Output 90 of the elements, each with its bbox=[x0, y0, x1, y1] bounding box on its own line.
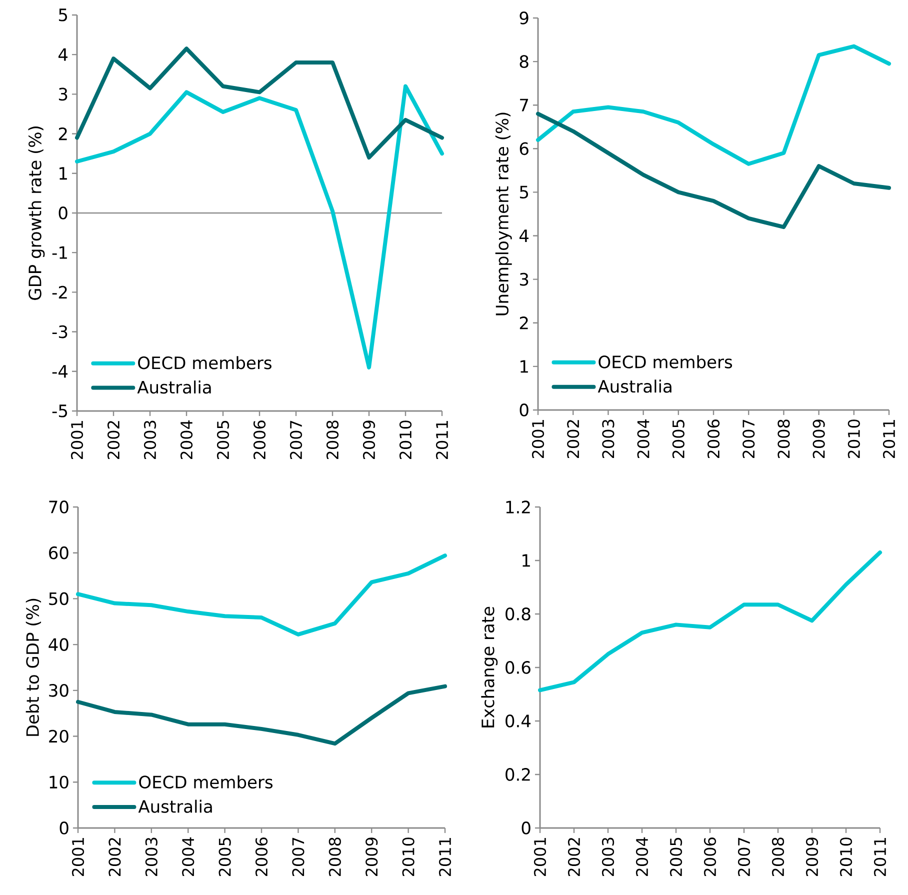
x-tick-label: 2008 bbox=[326, 420, 339, 460]
y-tick-label: 5 bbox=[58, 8, 67, 22]
x-tick-label: 2011 bbox=[438, 838, 452, 876]
x-tick-label: 2003 bbox=[602, 838, 614, 876]
y-axis-title: Unemployment rate (%) bbox=[495, 112, 512, 316]
x-tick-label: 2009 bbox=[366, 838, 378, 876]
y-tick-label: 70 bbox=[49, 500, 68, 514]
x-tick-label: 2006 bbox=[707, 420, 720, 458]
x-tick-label: 2001 bbox=[70, 420, 84, 460]
x-tick-label: 2011 bbox=[874, 838, 886, 876]
y-tick-label: 1.2 bbox=[506, 500, 530, 514]
y-tick-label: 0 bbox=[520, 404, 528, 416]
x-tick-label: 2007 bbox=[742, 420, 755, 458]
y-tick-label: 9 bbox=[520, 12, 528, 24]
legend-label: Australia bbox=[598, 380, 672, 393]
x-tick-label: 2009 bbox=[362, 420, 376, 460]
y-axis-title: Debt to GDP (%) bbox=[26, 598, 42, 736]
x-tick-label: 2001 bbox=[534, 838, 546, 876]
x-tick-label: 2007 bbox=[738, 838, 750, 876]
y-tick-label: 2 bbox=[58, 127, 67, 140]
x-tick-label: 2011 bbox=[882, 420, 896, 458]
x-tick-label: 2008 bbox=[772, 838, 784, 876]
y-tick-label: 20 bbox=[49, 730, 68, 743]
y-tick-label: 0.2 bbox=[506, 768, 530, 781]
legend-label: Australia bbox=[138, 800, 212, 813]
y-tick-label: 8 bbox=[520, 55, 528, 68]
x-tick-label: 2007 bbox=[290, 420, 302, 460]
y-tick-label: 0 bbox=[58, 206, 68, 220]
x-tick-label: 2002 bbox=[568, 838, 580, 876]
x-tick-label: 2004 bbox=[637, 419, 650, 458]
x-tick-label: 2004 bbox=[180, 420, 193, 460]
legend-label: OECD members bbox=[139, 775, 273, 789]
y-tick-label: -2 bbox=[52, 286, 67, 298]
y-tick-label: 0.6 bbox=[506, 661, 530, 674]
x-tick-label: 2005 bbox=[670, 838, 682, 876]
legend-label: OECD members bbox=[138, 356, 272, 370]
y-tick-label: 3 bbox=[520, 272, 528, 286]
y-axis-title: Exchange rate bbox=[481, 606, 498, 728]
x-tick-label: 2001 bbox=[72, 838, 84, 876]
y-axis-title: GDP growth rate (%) bbox=[28, 126, 45, 300]
y-tick-label: 50 bbox=[49, 592, 68, 606]
legend-label: Australia bbox=[137, 380, 211, 394]
y-tick-label: -5 bbox=[52, 404, 67, 418]
x-tick-label: 2002 bbox=[108, 838, 121, 876]
x-tick-label: 2005 bbox=[672, 420, 684, 458]
y-tick-label: 0 bbox=[522, 822, 530, 834]
x-tick-label: 2003 bbox=[602, 420, 614, 458]
y-tick-label: 1 bbox=[60, 167, 67, 180]
y-tick-label: 5 bbox=[520, 186, 528, 199]
y-tick-label: 60 bbox=[49, 546, 68, 560]
x-tick-label: 2008 bbox=[328, 838, 341, 876]
x-tick-label: 2003 bbox=[145, 838, 158, 876]
x-tick-label: 2005 bbox=[218, 838, 231, 876]
x-tick-label: 2011 bbox=[436, 420, 448, 460]
y-tick-label: -4 bbox=[52, 365, 68, 378]
x-tick-label: 2010 bbox=[402, 838, 414, 876]
y-tick-label: 40 bbox=[48, 638, 68, 651]
x-tick-label: 2010 bbox=[840, 838, 852, 876]
x-tick-label: 2010 bbox=[399, 420, 412, 460]
x-tick-label: 2008 bbox=[778, 420, 790, 458]
y-tick-label: 1 bbox=[520, 360, 528, 373]
y-tick-label: 2 bbox=[520, 316, 528, 330]
x-tick-label: 2002 bbox=[107, 421, 120, 460]
y-tick-label: 1 bbox=[522, 554, 530, 567]
y-tick-label: 4 bbox=[520, 230, 529, 242]
y-tick-label: 0.4 bbox=[506, 714, 531, 728]
x-tick-label: 2006 bbox=[704, 838, 716, 876]
y-tick-label: 4 bbox=[58, 48, 68, 61]
x-tick-label: 2001 bbox=[532, 420, 544, 458]
legend-label: OECD members bbox=[598, 355, 732, 368]
x-tick-label: 2002 bbox=[567, 420, 580, 458]
x-tick-label: 2009 bbox=[806, 838, 818, 876]
x-tick-label: 2006 bbox=[255, 838, 268, 876]
x-tick-label: 2006 bbox=[253, 420, 266, 460]
x-tick-label: 2004 bbox=[636, 837, 648, 876]
x-tick-label: 2004 bbox=[182, 837, 194, 876]
y-tick-label: -3 bbox=[52, 325, 68, 338]
y-tick-label: 10 bbox=[50, 776, 68, 789]
y-tick-label: 6 bbox=[520, 142, 528, 156]
y-tick-label: 3 bbox=[58, 88, 68, 101]
y-tick-label: 0.8 bbox=[506, 608, 530, 620]
y-tick-label: 0 bbox=[60, 822, 68, 834]
x-tick-label: 2010 bbox=[848, 420, 860, 458]
x-tick-label: 2005 bbox=[216, 420, 230, 460]
x-tick-label: 2007 bbox=[292, 838, 304, 876]
x-tick-label: 2003 bbox=[144, 420, 156, 460]
y-tick-label: 7 bbox=[520, 98, 528, 112]
x-tick-label: 2009 bbox=[812, 420, 825, 458]
y-tick-label: -1 bbox=[52, 246, 67, 259]
y-tick-label: 30 bbox=[49, 684, 68, 697]
